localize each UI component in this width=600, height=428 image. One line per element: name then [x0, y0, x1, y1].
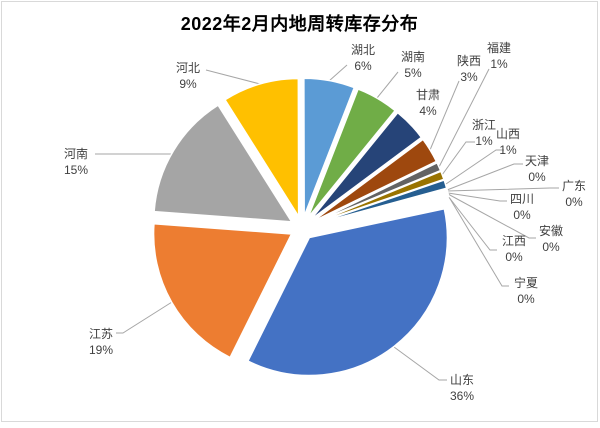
slice-label-name: 天津	[524, 154, 550, 168]
slice-label-percent: 0%	[542, 240, 560, 254]
slice-label-fujian: 福建 1%	[487, 40, 511, 72]
slice-label-anhui: 安徽 0%	[539, 223, 563, 255]
slice-label-henan: 河南 15%	[64, 146, 88, 178]
slice-label-name: 福建	[486, 41, 512, 55]
slice-label-percent: 0%	[513, 208, 531, 222]
pie-slice-jiangsu	[152, 222, 293, 359]
pie-slice-gansu	[310, 111, 423, 221]
slice-label-shanxi: 山西 1%	[496, 126, 520, 158]
leader-line-shanxi	[445, 149, 504, 185]
slice-label-percent: 15%	[63, 163, 89, 177]
slice-label-name: 安徽	[538, 224, 564, 238]
slice-label-name: 广东	[561, 179, 587, 193]
slice-label-hebei: 河北 9%	[176, 60, 200, 92]
slice-label-jiangsu: 江苏 19%	[89, 326, 113, 358]
slice-label-percent: 1%	[499, 143, 517, 157]
slice-label-jiangxi: 江西 0%	[502, 233, 526, 265]
chart-frame: 2022年2月内地周转库存分布 山东 36% 江苏 19% 河南 15% 河北 9% 湖北 6% 湖…	[1, 1, 598, 422]
pie-slice-hubei	[303, 77, 356, 217]
slice-label-gansu: 甘肃 4%	[416, 87, 440, 119]
slice-label-percent: 4%	[419, 104, 437, 118]
slice-label-name: 宁夏	[513, 276, 539, 290]
leader-line-fujian	[438, 68, 490, 168]
pie-slice-shaanxi	[311, 138, 438, 223]
pie-slice-zhejiang	[312, 170, 445, 225]
leader-line-guangdong	[446, 187, 559, 192]
slice-label-percent: 3%	[460, 70, 478, 84]
slice-label-sichuan: 四川 0%	[510, 191, 534, 223]
leader-line-shandong	[393, 346, 447, 381]
leader-line-zhejiang	[441, 141, 475, 176]
slice-label-ningxia: 宁夏 0%	[514, 275, 538, 307]
slice-label-name: 湖北	[350, 43, 376, 57]
slice-label-percent: 19%	[88, 343, 114, 357]
slice-label-name: 河北	[175, 61, 201, 75]
slice-label-percent: 6%	[354, 59, 372, 73]
slice-label-hunan: 湖南 5%	[401, 49, 425, 81]
pie-slice-ningxia	[313, 194, 450, 227]
slice-label-shandong: 山东 36%	[450, 372, 474, 404]
leader-line-tianjin	[446, 163, 523, 191]
pie-slice-hebei	[223, 77, 300, 220]
leader-line-hunan	[376, 71, 399, 99]
slice-label-zhejiang: 浙江 1%	[472, 117, 496, 149]
slice-label-percent: 5%	[404, 66, 422, 80]
pie-slice-shandong	[246, 207, 449, 377]
slice-label-tianjin: 天津 0%	[525, 153, 549, 185]
leader-line-sichuan	[447, 192, 507, 202]
slice-label-percent: 0%	[505, 250, 523, 264]
slice-label-percent: 9%	[179, 77, 197, 91]
leader-line-jiangxi	[447, 195, 497, 251]
leader-line-hubei	[328, 64, 348, 82]
leader-line-ningxia	[448, 196, 509, 287]
slice-label-name: 江西	[501, 234, 527, 248]
slice-label-percent: 0%	[565, 195, 583, 209]
slice-label-name: 浙江	[471, 118, 497, 132]
slice-label-name: 江苏	[88, 327, 113, 341]
slice-label-percent: 0%	[517, 292, 535, 306]
slice-label-name: 甘肃	[415, 88, 441, 102]
slice-label-name: 陕西	[456, 54, 482, 68]
slice-label-name: 山东	[449, 373, 474, 387]
leader-line-jiangsu	[116, 301, 173, 334]
slice-label-percent: 1%	[490, 57, 508, 71]
leader-line-shaanxi	[429, 80, 460, 151]
slice-label-shaanxi: 陕西 3%	[457, 53, 481, 85]
slice-label-percent: 36%	[449, 389, 475, 403]
slice-label-percent: 0%	[528, 170, 546, 184]
slice-label-name: 河南	[63, 147, 88, 161]
slice-label-name: 山西	[495, 127, 521, 141]
slice-label-guangdong: 广东 0%	[562, 178, 586, 210]
pie-slice-fujian	[312, 161, 442, 224]
pie-slice-henan	[153, 104, 294, 223]
pie-slice-hunan	[307, 88, 397, 219]
slice-label-hubei: 湖北 6%	[351, 42, 375, 74]
slice-label-name: 湖南	[400, 50, 426, 64]
slice-label-name: 四川	[509, 192, 535, 206]
chart-title: 2022年2月内地周转库存分布	[180, 14, 419, 34]
leader-line-anhui	[447, 193, 536, 239]
slice-label-percent: 1%	[475, 134, 493, 148]
leader-line-hebei	[205, 69, 261, 85]
